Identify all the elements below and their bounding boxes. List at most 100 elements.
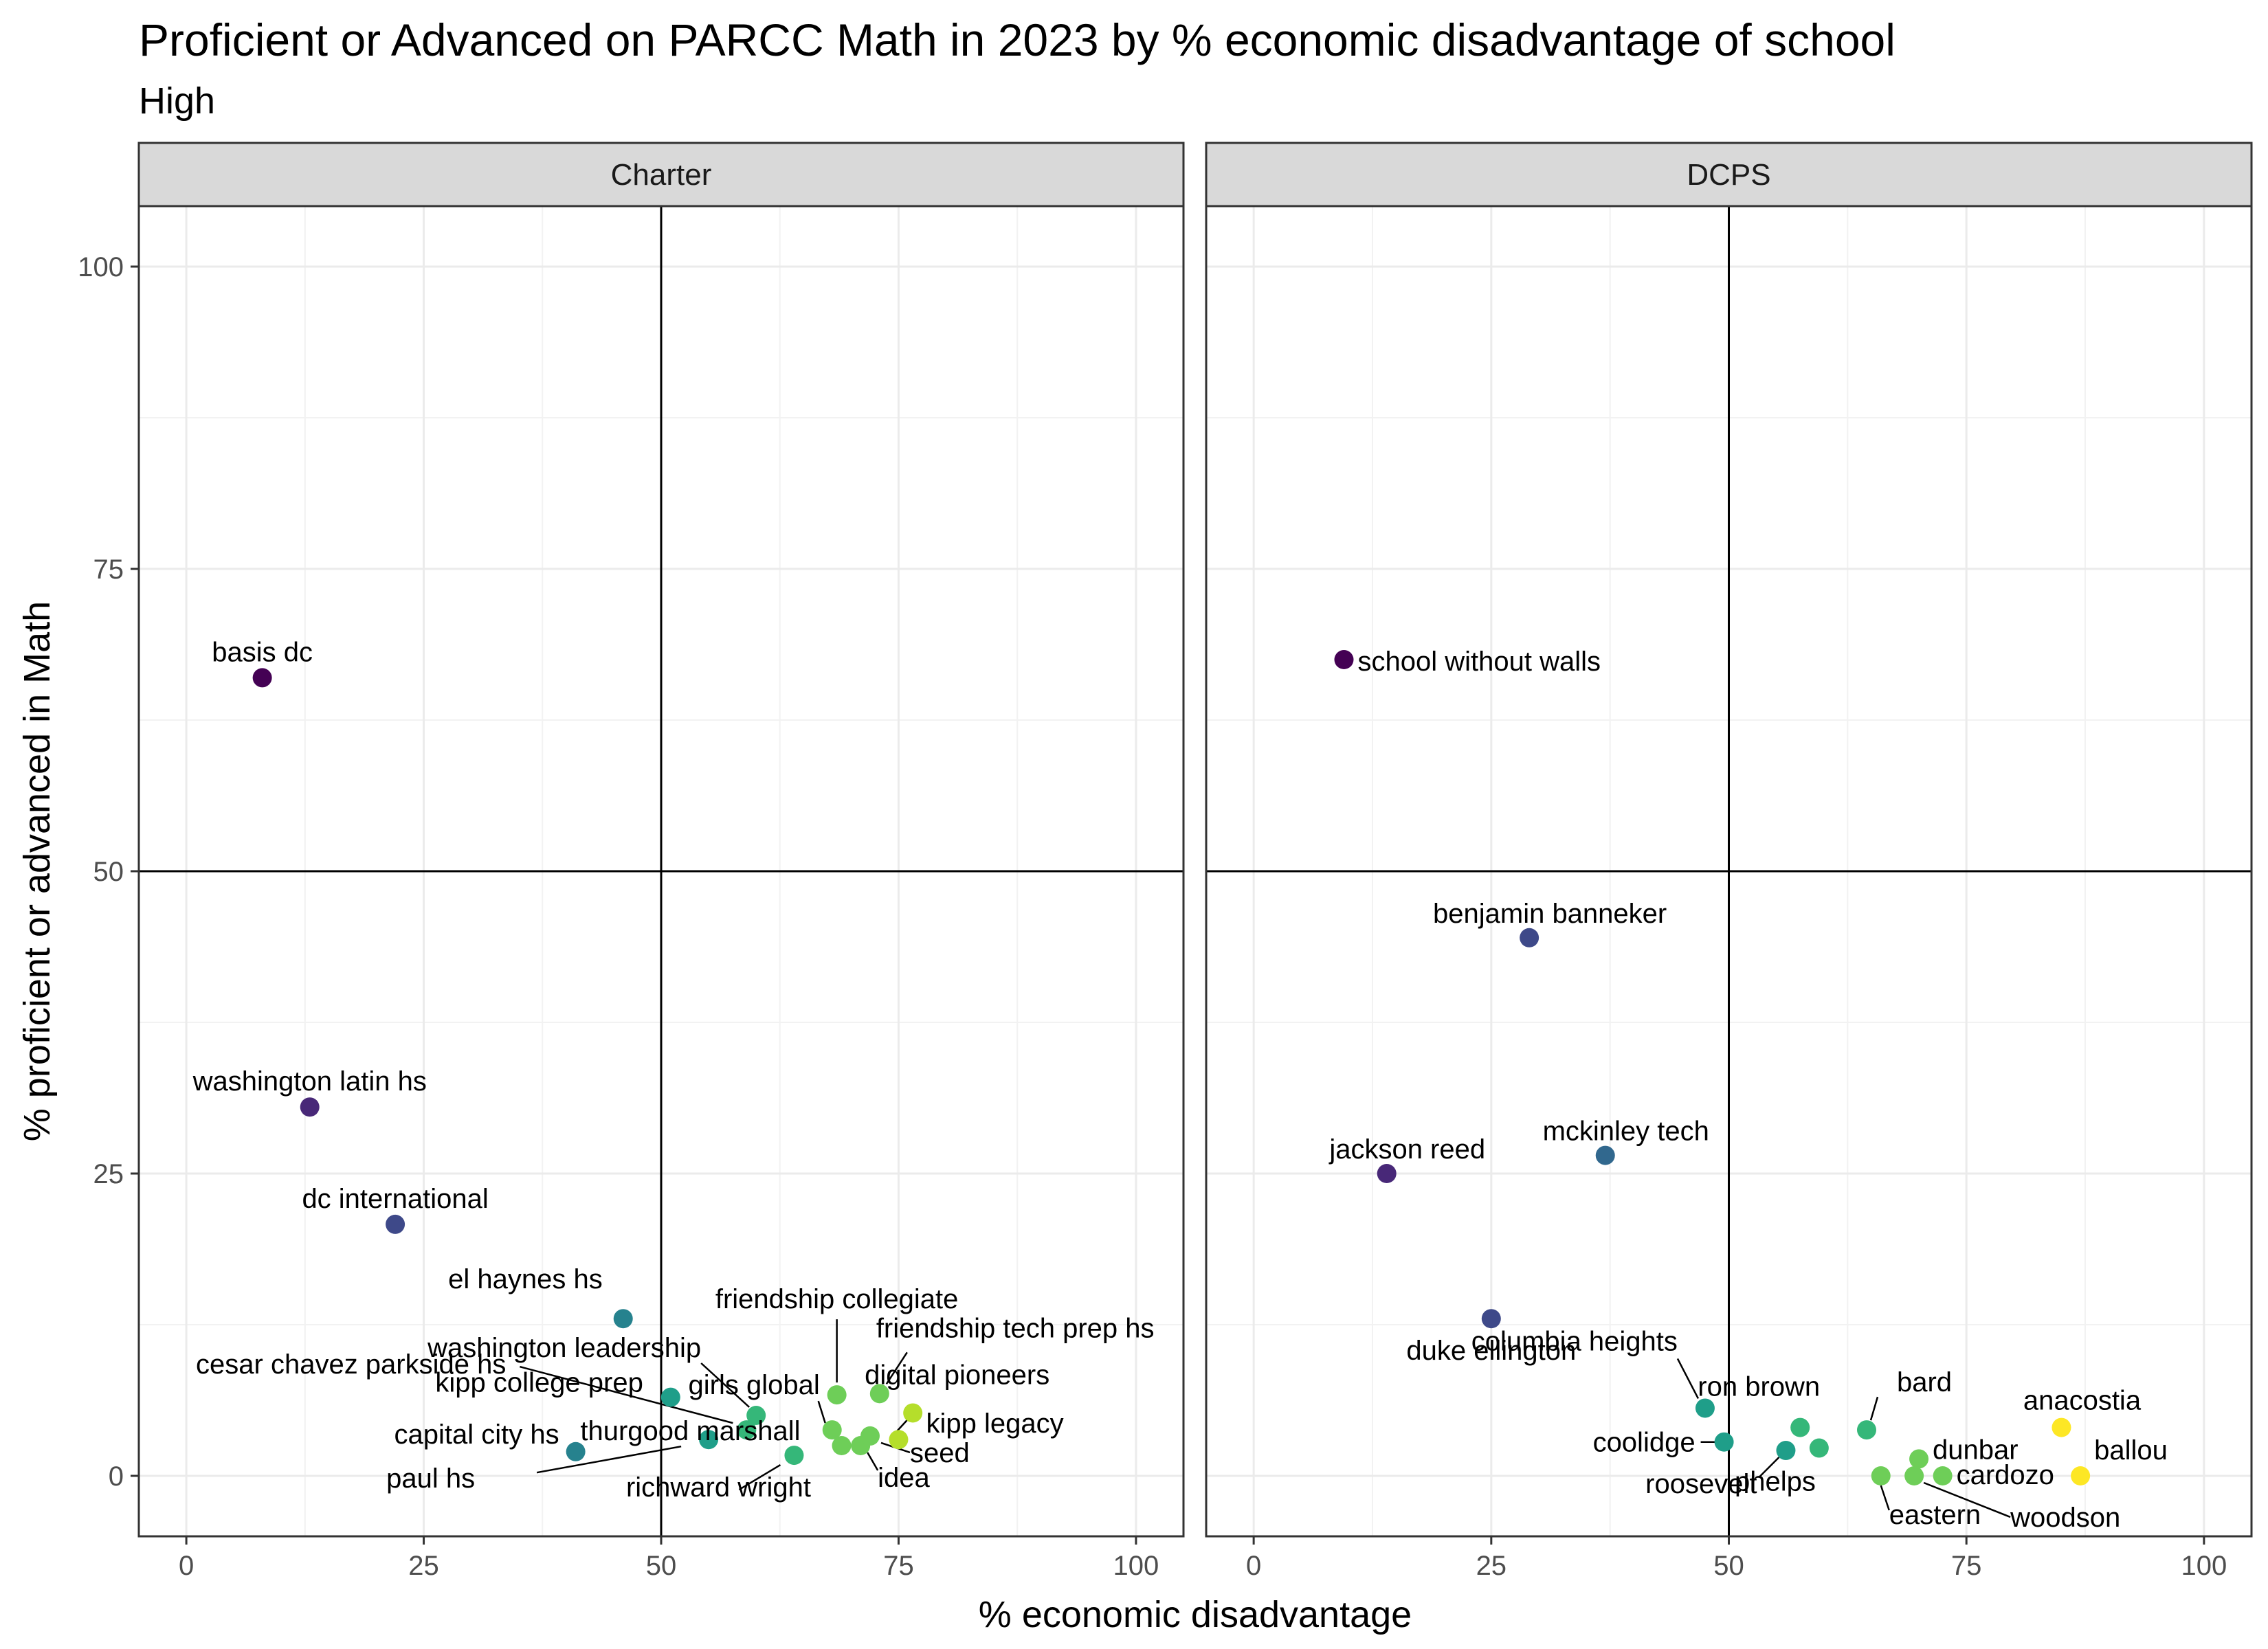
data-label: el haynes hs xyxy=(448,1264,603,1294)
data-point xyxy=(903,1403,923,1423)
data-label: cesar chavez parkside hs xyxy=(196,1349,506,1380)
data-point xyxy=(1809,1438,1829,1458)
data-point xyxy=(566,1442,586,1461)
data-label: benjamin banneker xyxy=(1433,899,1667,929)
data-label: capital city hs xyxy=(394,1420,559,1450)
y-tick-label: 0 xyxy=(109,1461,124,1492)
data-point xyxy=(2052,1417,2071,1437)
data-point xyxy=(699,1430,719,1450)
label-leader-line xyxy=(1869,1396,1879,1421)
data-point xyxy=(784,1446,804,1466)
data-point xyxy=(613,1309,633,1329)
x-tick-label: 100 xyxy=(2181,1551,2227,1581)
data-label: school without walls xyxy=(1357,647,1601,677)
label-leader-line xyxy=(885,1351,908,1385)
data-point xyxy=(1904,1466,1924,1485)
x-tick-label: 75 xyxy=(883,1551,914,1581)
data-label: thurgood marshall xyxy=(580,1416,800,1446)
y-axis-title: % proficient or advanced in Math xyxy=(16,601,58,1141)
label-leader-line xyxy=(700,1362,751,1408)
data-label: seed xyxy=(910,1438,970,1468)
panel-charter: Charter 0 25 50 75 100 0 25 50 75 100 basis dc washi… xyxy=(78,142,1185,1581)
data-point xyxy=(737,1420,757,1440)
data-point xyxy=(1481,1309,1501,1329)
data-point xyxy=(869,1384,889,1404)
x-tick-label: 100 xyxy=(1113,1551,1159,1581)
data-label: coolidge xyxy=(1593,1428,1696,1458)
y-tick-label: 100 xyxy=(78,252,124,282)
data-label: anacostia xyxy=(2023,1386,2142,1416)
y-tick-label: 25 xyxy=(93,1159,124,1189)
facet-strip-label: Charter xyxy=(611,158,712,192)
x-axis-title: % economic disadvantage xyxy=(979,1594,1412,1635)
facet-strip xyxy=(137,142,1185,207)
data-point xyxy=(1790,1417,1810,1437)
data-point xyxy=(827,1385,847,1405)
x-tick-label: 0 xyxy=(1246,1551,1261,1581)
chart-title: Proficient or Advanced on PARCC Math in … xyxy=(139,14,1895,65)
data-label: kipp college prep xyxy=(435,1368,643,1398)
panel-dcps: DCPS 0 25 50 75 100 school without walls benjam… xyxy=(1205,142,2253,1581)
y-tick-label: 50 xyxy=(93,857,124,887)
data-point xyxy=(2071,1466,2091,1485)
data-point xyxy=(1909,1449,1929,1469)
x-tick-label: 25 xyxy=(408,1551,439,1581)
label-leader-line xyxy=(1880,1485,1890,1511)
label-leader-line xyxy=(867,1452,879,1471)
data-point xyxy=(252,668,272,688)
data-label: cardozo xyxy=(1957,1460,2054,1490)
data-point xyxy=(386,1214,405,1234)
data-point xyxy=(300,1097,320,1117)
data-point xyxy=(660,1387,680,1407)
data-label: idea xyxy=(878,1463,930,1493)
data-point xyxy=(1856,1420,1876,1440)
x-tick-label: 25 xyxy=(1476,1551,1507,1581)
facet-strip-label: DCPS xyxy=(1687,158,1770,192)
data-label: mckinley tech xyxy=(1543,1117,1709,1147)
data-point xyxy=(1871,1466,1891,1485)
label-leader-line xyxy=(1923,1481,2011,1518)
data-label: ballou xyxy=(2094,1435,2168,1466)
data-point xyxy=(1695,1398,1715,1418)
data-label: washington leadership xyxy=(427,1333,701,1363)
data-label: digital pioneers xyxy=(865,1360,1049,1390)
data-label: ron brown xyxy=(1698,1372,1820,1402)
x-tick-label: 50 xyxy=(646,1551,677,1581)
data-point xyxy=(1520,928,1539,947)
data-label: washington latin hs xyxy=(192,1066,427,1097)
data-point xyxy=(889,1430,909,1450)
data-label: bard xyxy=(1897,1367,1952,1398)
y-tick-label: 75 xyxy=(93,554,124,585)
x-tick-label: 0 xyxy=(179,1551,194,1581)
data-point xyxy=(1377,1164,1397,1183)
chart-subtitle: High xyxy=(139,80,216,122)
data-label: girls global xyxy=(689,1370,820,1400)
data-label: jackson reed xyxy=(1328,1134,1485,1165)
data-point xyxy=(832,1436,852,1455)
data-point xyxy=(746,1406,766,1425)
data-point xyxy=(1334,650,1354,669)
data-label: friendship collegiate xyxy=(715,1284,959,1314)
label-leader-line xyxy=(1676,1358,1700,1400)
data-point xyxy=(1776,1441,1796,1461)
facet-strip xyxy=(1205,142,2253,207)
data-point xyxy=(822,1420,842,1440)
label-leader-line xyxy=(817,1400,826,1424)
data-label: duke ellington xyxy=(1406,1336,1576,1366)
data-label: richward wright xyxy=(626,1472,811,1503)
x-tick-label: 50 xyxy=(1713,1551,1744,1581)
data-point xyxy=(860,1426,880,1446)
label-leader-line xyxy=(536,1445,682,1474)
label-leader-line xyxy=(1759,1457,1780,1477)
data-point xyxy=(1714,1432,1734,1452)
data-label: eastern xyxy=(1889,1500,1981,1530)
data-label: basis dc xyxy=(212,637,313,667)
data-point xyxy=(1595,1145,1615,1165)
data-label: woodson xyxy=(2010,1503,2120,1533)
data-label: paul hs xyxy=(386,1463,475,1494)
data-label: dc international xyxy=(302,1184,488,1214)
data-label: kipp legacy xyxy=(926,1409,1063,1439)
label-leader-line xyxy=(520,1365,733,1424)
data-label: friendship tech prep hs xyxy=(876,1313,1155,1343)
